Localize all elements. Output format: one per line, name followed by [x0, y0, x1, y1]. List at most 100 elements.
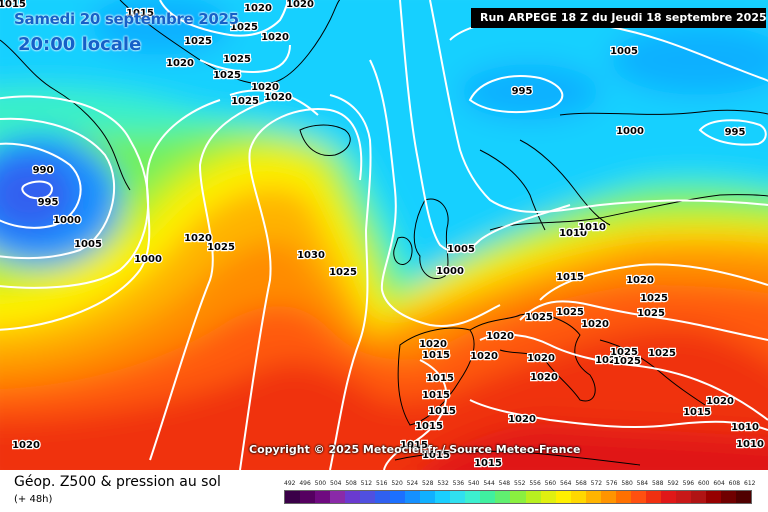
scale-swatch	[690, 491, 706, 503]
isobar-label: 1025	[613, 356, 641, 367]
scale-tick-508: 508	[345, 480, 357, 487]
scale-tick-496: 496	[299, 480, 311, 487]
scale-tick-596: 596	[682, 480, 695, 487]
isobar-label: 1025	[213, 70, 241, 81]
isobar-label: 1020	[486, 331, 514, 342]
isobar-label: 1015	[400, 440, 428, 451]
isobar-label: 1015	[422, 350, 450, 361]
scale-swatch	[375, 491, 391, 503]
scale-swatch	[525, 491, 541, 503]
scale-tick-560: 560	[544, 480, 557, 487]
isobar-label: 1020	[261, 32, 289, 43]
isobar-label: 1010	[559, 228, 587, 239]
scale-tick-584: 584	[636, 480, 649, 487]
scale-swatch	[540, 491, 556, 503]
scale-tick-548: 548	[498, 480, 511, 487]
isobar-label: 1010	[578, 222, 606, 233]
isobar-label: 1020	[626, 275, 654, 286]
isobar-label: 1005	[610, 46, 638, 57]
isobar-label: 1000	[53, 215, 81, 226]
isobar-label: 995	[38, 197, 59, 208]
scale-tick-544: 544	[483, 480, 495, 487]
scale-swatch	[600, 491, 616, 503]
isobar-label: 995	[725, 127, 746, 138]
isobar-label: 1020	[264, 92, 292, 103]
isobar-label: 1015	[426, 373, 454, 384]
isobar-label: 995	[512, 86, 533, 97]
scale-swatch	[465, 491, 481, 503]
scale-tick-608: 608	[728, 480, 741, 487]
isobar-label: 1020	[419, 339, 447, 350]
isobar-label: 1025	[207, 242, 235, 253]
scale-tick-512: 512	[360, 480, 373, 487]
scale-swatch	[285, 491, 301, 503]
scale-tick-500: 500	[314, 480, 327, 487]
isobar-label: 1000	[616, 126, 644, 137]
scale-swatch	[675, 491, 691, 503]
isobar-label: 1025	[640, 293, 668, 304]
scale-swatch	[735, 491, 751, 503]
scale-tick-504: 504	[330, 480, 342, 487]
scale-tick-536: 536	[452, 480, 465, 487]
isobar-label: 1025	[648, 348, 676, 359]
isobar-label: 1015	[422, 390, 450, 401]
scale-swatch	[360, 491, 376, 503]
model-run-banner: Run ARPEGE 18 Z du Jeudi 18 septembre 20…	[471, 8, 767, 28]
scale-swatch	[720, 491, 736, 503]
scale-swatch	[555, 491, 571, 503]
isobar-label: 1025	[230, 22, 258, 33]
isobar-label: 1020	[527, 353, 555, 364]
scale-swatch	[645, 491, 661, 503]
isobar-label: 1025	[329, 267, 357, 278]
scale-tick-552: 552	[514, 480, 526, 487]
scale-swatch	[615, 491, 631, 503]
scale-tick-524: 524	[406, 480, 419, 487]
scale-swatch	[330, 491, 346, 503]
isobar-label: 1010	[736, 439, 764, 450]
isobar-label: 1000	[436, 266, 464, 277]
isobar-label: 1020	[508, 414, 536, 425]
scale-swatch	[420, 491, 436, 503]
isobar-label: 1015	[428, 406, 456, 417]
scale-color-bar	[284, 490, 752, 504]
isobar-label: 1015	[126, 8, 154, 19]
scale-swatch	[450, 491, 466, 503]
scale-swatch	[705, 491, 721, 503]
scale-swatch	[405, 491, 421, 503]
scale-swatch	[570, 491, 586, 503]
scale-tick-492: 492	[284, 480, 296, 487]
scale-swatch	[480, 491, 496, 503]
scale-tick-600: 600	[698, 480, 710, 487]
isobar-label: 990	[33, 165, 54, 176]
isobar-label: 1020	[251, 82, 279, 93]
scale-tick-556: 556	[529, 480, 541, 487]
isobar-label: 1015	[683, 407, 711, 418]
isobars	[0, 0, 768, 470]
scale-tick-568: 568	[575, 480, 587, 487]
forecast-date: Samedi 20 septembre 2025	[14, 10, 239, 28]
scale-swatch	[435, 491, 451, 503]
isobar-label: 1015	[556, 272, 584, 283]
scale-tick-604: 604	[713, 480, 725, 487]
scale-swatch	[315, 491, 331, 503]
scale-tick-528: 528	[422, 480, 434, 487]
copyright-text: Copyright © 2025 Meteociel.fr / Source M…	[249, 443, 581, 456]
weather-map: 1015 1015 1020 1020 1025 1025 1020 1020 1025 1025…	[0, 0, 768, 470]
legend-title: Géop. Z500 & pression au sol	[14, 474, 221, 490]
scale-tick-520: 520	[391, 480, 403, 487]
scale-swatch	[300, 491, 316, 503]
scale-tick-572: 572	[590, 480, 603, 487]
isobar-label: 1020	[166, 58, 194, 69]
scale-tick-580: 580	[621, 480, 633, 487]
isobar-label: 1025	[223, 54, 251, 65]
isobar-label: 1020	[286, 0, 314, 10]
legend-subtitle: (+ 48h)	[14, 494, 53, 505]
scale-swatch	[630, 491, 646, 503]
isobar-label: 1015	[474, 458, 502, 469]
scale-swatch	[660, 491, 676, 503]
scale-tick-540: 540	[468, 480, 480, 487]
coastlines	[0, 0, 768, 466]
geopotential-scale: 492 496 500 504 508 512 516 520 524 528 532 536 540 5…	[284, 480, 755, 504]
isobar-label: 1020	[581, 319, 609, 330]
scale-tick-592: 592	[667, 480, 679, 487]
